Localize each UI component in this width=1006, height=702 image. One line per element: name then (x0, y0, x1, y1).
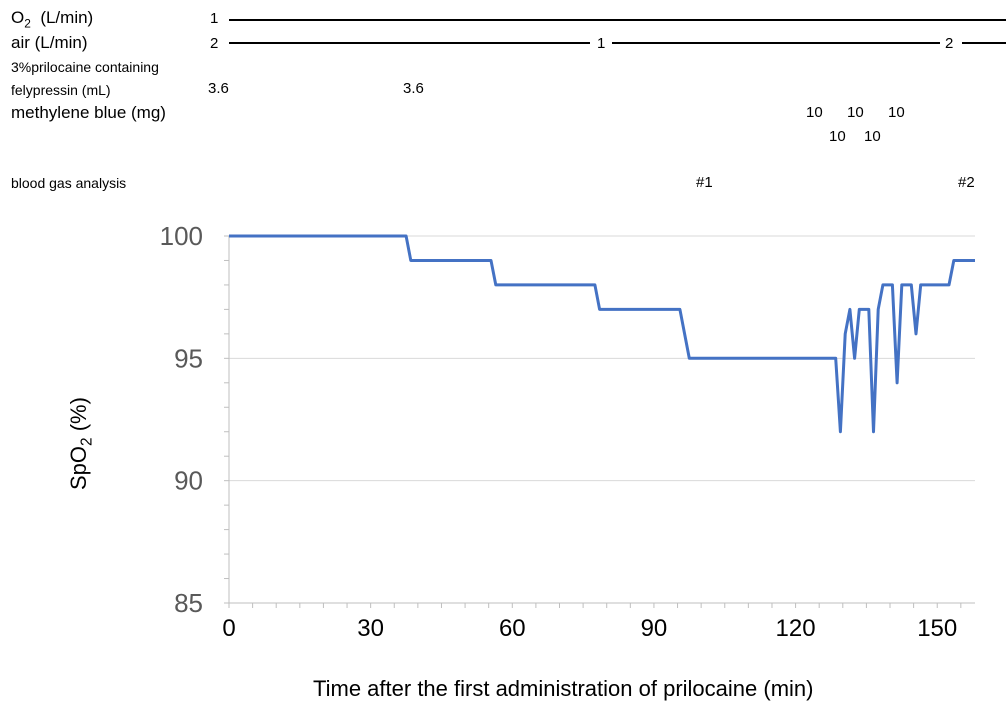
prilocaine-dose-1: 3.6 (208, 80, 229, 97)
o2-label: O2 (L/min) (11, 8, 94, 31)
grid (229, 235, 975, 482)
blood-gas-marker-1: #1 (696, 174, 713, 191)
methylene-blue-dose: 10 (829, 128, 846, 145)
methylene-blue-dose: 10 (888, 104, 905, 121)
y-tick-label: 100 (160, 221, 203, 251)
prilocaine-label-line1: 3%prilocaine containing (11, 59, 159, 75)
x-tick-label: 60 (499, 615, 526, 642)
air-value-start: 2 (210, 35, 219, 52)
spo2-series-line (229, 234, 975, 434)
air-label: air (L/min) (11, 33, 88, 52)
x-axis-label: Time after the first administration of p… (313, 676, 814, 701)
methylene-blue-label: methylene blue (mg) (11, 103, 166, 122)
tick-labels: 85 90 95 100 0 30 60 90 120 150 (160, 221, 958, 642)
air-value-mid: 1 (597, 35, 606, 52)
x-tick-label: 30 (357, 615, 384, 642)
x-tick-label: 90 (641, 615, 668, 642)
prilocaine-dose-2: 3.6 (403, 80, 424, 97)
methylene-blue-dose: 10 (864, 128, 881, 145)
methylene-blue-dose: 10 (806, 104, 823, 121)
methylene-blue-dose: 10 (847, 104, 864, 121)
air-value-end: 2 (945, 35, 954, 52)
x-tick-label: 150 (917, 615, 957, 642)
o2-value: 1 (210, 10, 219, 27)
y-tick-label: 95 (174, 343, 203, 373)
prilocaine-label-line2: felypressin (mL) (11, 82, 111, 98)
series (229, 234, 975, 434)
y-tick-label: 85 (174, 588, 203, 618)
axes (224, 235, 975, 608)
y-tick-label: 90 (174, 466, 203, 496)
blood-gas-label: blood gas analysis (11, 175, 127, 191)
y-axis-label: SpO2 (%) (66, 397, 96, 490)
blood-gas-marker-2: #2 (958, 174, 975, 191)
x-tick-label: 0 (222, 615, 235, 642)
x-tick-label: 120 (776, 615, 816, 642)
